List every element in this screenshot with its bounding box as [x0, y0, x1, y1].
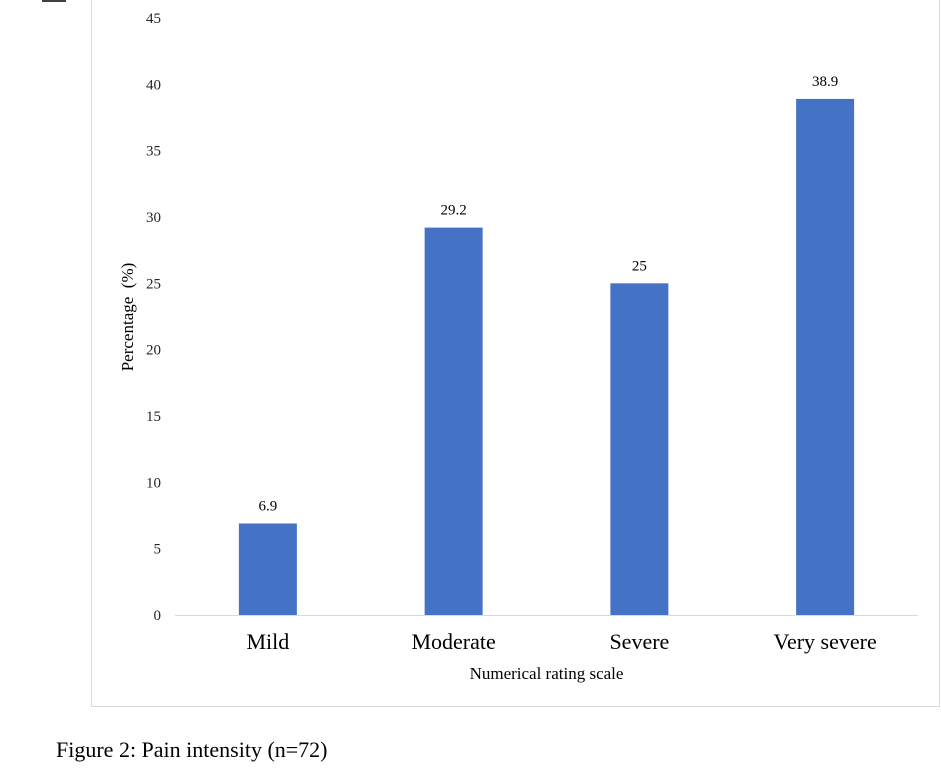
bar	[424, 227, 483, 615]
category-labels: Mild Moderate Severe Very severe	[246, 629, 876, 654]
bars	[238, 98, 855, 616]
y-tick-label: 40	[146, 77, 161, 93]
y-tick-label: 30	[146, 210, 161, 226]
y-axis-title: Percentage (%)	[118, 263, 137, 372]
y-tick-label: 20	[146, 343, 161, 359]
data-labels: 6.9 29.2 25 38.9	[259, 74, 839, 515]
corner-mark	[42, 0, 66, 2]
data-label: 38.9	[812, 74, 838, 90]
data-label: 29.2	[441, 203, 467, 219]
category-label: Moderate	[411, 629, 495, 654]
y-tick-label: 45	[146, 11, 161, 27]
category-label: Very severe	[774, 629, 877, 654]
bar	[238, 523, 297, 615]
y-tick-label: 15	[146, 409, 161, 425]
bar	[610, 283, 669, 615]
figure-caption: Figure 2: Pain intensity (n=72)	[56, 737, 328, 762]
y-tick-label: 0	[154, 608, 162, 624]
y-tick-label: 25	[146, 276, 161, 292]
bar	[796, 98, 855, 616]
chart-frame	[91, 0, 940, 707]
data-label: 25	[632, 258, 647, 274]
category-label: Severe	[609, 629, 669, 654]
y-tick-label: 5	[154, 542, 162, 558]
y-axis-ticks: 0 5 10 15 20 25 30 35 40 45	[146, 11, 161, 624]
data-label: 6.9	[259, 498, 278, 514]
category-label: Mild	[246, 629, 289, 654]
x-axis-title: Numerical rating scale	[470, 664, 624, 683]
y-tick-label: 35	[146, 144, 161, 160]
y-tick-label: 10	[146, 475, 161, 491]
